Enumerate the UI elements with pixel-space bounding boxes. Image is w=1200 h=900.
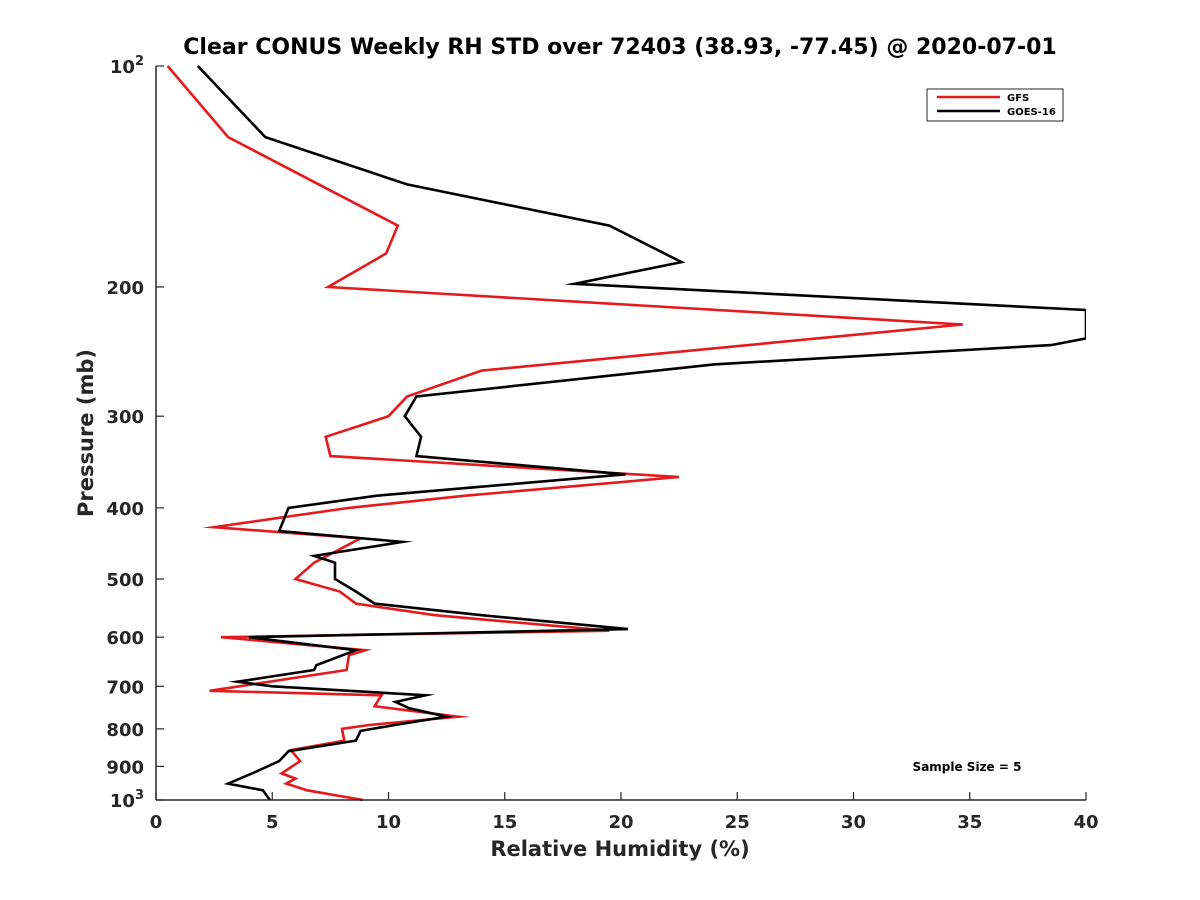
y-tick-label: 600: [106, 628, 144, 649]
x-tick-label: 35: [957, 812, 982, 833]
x-tick-label: 10: [376, 812, 401, 833]
y-tick-label: 500: [106, 570, 144, 591]
x-axis-label: Relative Humidity (%): [490, 837, 749, 861]
y-tick-label: 103: [110, 788, 144, 812]
y-tick-label: 400: [106, 499, 144, 520]
series-line-goes-16: [196, 65, 1086, 801]
y-tick-label: 800: [106, 720, 144, 741]
x-tick-label: 20: [608, 812, 633, 833]
y-axis-label: Pressure (mb): [74, 349, 98, 517]
legend: GFS GOES-16: [926, 88, 1064, 122]
x-tick-label: 25: [725, 812, 750, 833]
x-tick-label: 30: [841, 812, 866, 833]
chart-title: Clear CONUS Weekly RH STD over 72403 (38…: [183, 35, 1056, 60]
y-tick-label: 900: [106, 757, 144, 778]
x-tick-label: 40: [1073, 812, 1098, 833]
legend-label-goes-16: GOES-16: [1007, 107, 1056, 118]
legend-box: [926, 88, 1064, 122]
x-tick-label: 0: [150, 812, 163, 833]
y-tick-label: 300: [106, 407, 144, 428]
plot-area: 0 5 10 15 20 25 30 35 40 102 200 300 400 500 600 700 800…: [106, 54, 1098, 833]
legend-label-gfs: GFS: [1007, 93, 1029, 104]
y-tick-label: 102: [110, 54, 144, 78]
x-tick-label: 15: [492, 812, 517, 833]
y-tick-label: 700: [106, 677, 144, 698]
sample-size-annotation: Sample Size = 5: [913, 760, 1022, 774]
x-tick-label: 5: [266, 812, 279, 833]
series-lines: [166, 65, 1086, 802]
y-tick-label: 200: [106, 278, 144, 299]
